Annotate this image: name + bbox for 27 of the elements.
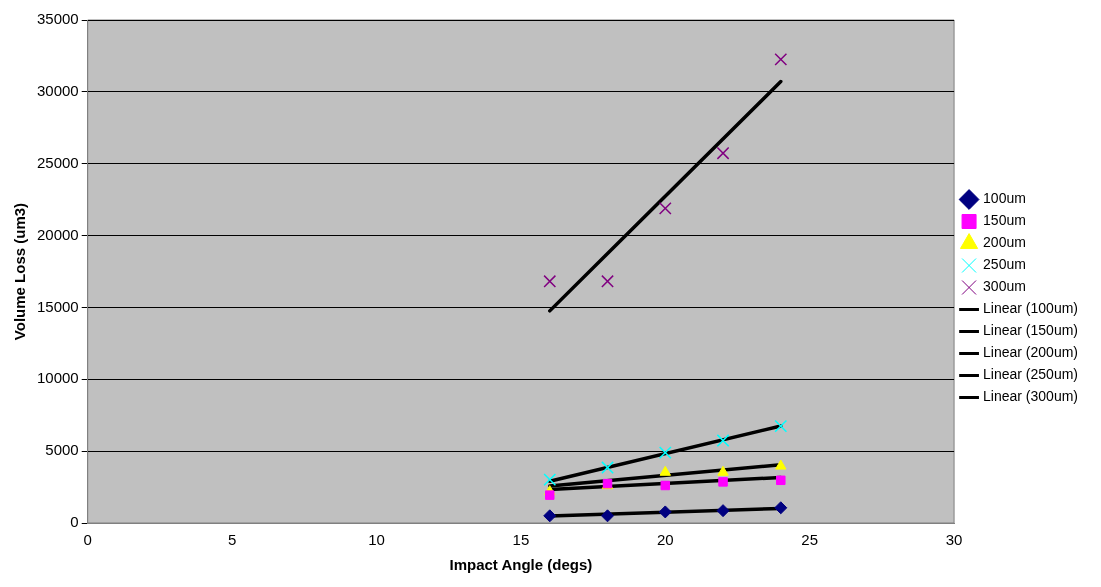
y-axis-title: Volume Loss (um3) xyxy=(11,202,29,341)
x-tick-label: 10 xyxy=(368,531,385,549)
x-axis-title: Impact Angle (degs) xyxy=(449,556,593,574)
legend-label: 300um xyxy=(983,278,1026,295)
legend-label: Linear (200um) xyxy=(983,344,1078,361)
y-tick-label: 10000 xyxy=(36,369,79,387)
legend-label: 150um xyxy=(983,212,1026,229)
x-tick-label: 0 xyxy=(83,531,92,549)
y-tick-label: 5000 xyxy=(45,441,79,459)
legend-label: Linear (300um) xyxy=(983,388,1078,405)
legend-label: 200um xyxy=(983,234,1026,251)
x-tick-label: 25 xyxy=(801,531,819,549)
y-tick-label: 20000 xyxy=(36,225,79,243)
x-tick-label: 15 xyxy=(512,531,530,549)
legend-label: 100um xyxy=(983,190,1026,207)
legend-label: Linear (100um) xyxy=(983,300,1078,317)
y-tick-label: 30000 xyxy=(36,82,79,99)
x-tick-label: 30 xyxy=(945,531,963,549)
legend-label: Linear (250um) xyxy=(983,366,1078,383)
legend-label: Linear (150um) xyxy=(983,322,1078,339)
legend-label: 250um xyxy=(983,256,1026,273)
y-tick-label: 25000 xyxy=(36,153,79,171)
y-tick-label: 15000 xyxy=(36,297,79,315)
x-tick-label: 5 xyxy=(227,531,237,549)
y-tick-label: 35000 xyxy=(36,10,79,28)
y-tick-label: 0 xyxy=(70,513,79,531)
x-tick-label: 20 xyxy=(656,531,674,549)
